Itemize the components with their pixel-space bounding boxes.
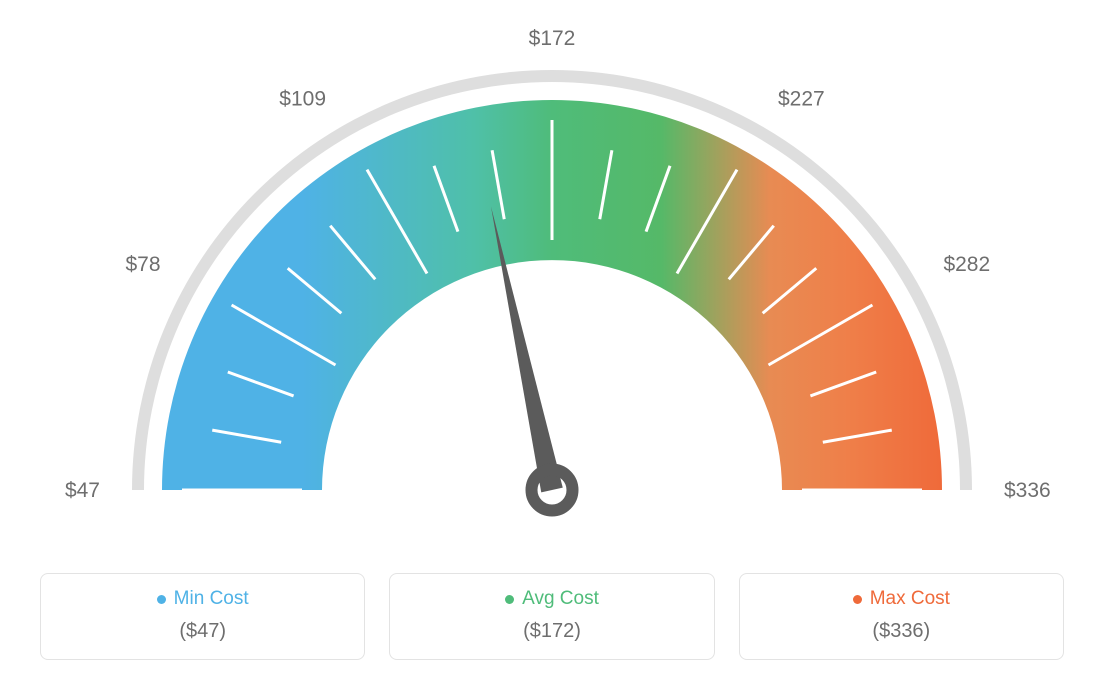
- svg-text:$172: $172: [529, 27, 576, 50]
- legend-card-avg: Avg Cost ($172): [389, 573, 714, 660]
- svg-text:$47: $47: [65, 479, 100, 502]
- legend-value-avg: ($172): [400, 620, 703, 643]
- svg-text:$282: $282: [943, 253, 990, 276]
- legend-value-min: ($47): [51, 620, 354, 643]
- svg-text:$336: $336: [1004, 479, 1051, 502]
- legend-card-max: Max Cost ($336): [739, 573, 1064, 660]
- svg-text:$227: $227: [778, 88, 825, 111]
- legend-dot-min: [157, 595, 166, 604]
- legend-dot-max: [853, 595, 862, 604]
- legend-label-max: Max Cost: [870, 588, 950, 610]
- legend-value-max: ($336): [750, 620, 1053, 643]
- legend-dot-avg: [505, 595, 514, 604]
- cost-gauge: $47 $78 $109 $172 $227 $282 $336: [0, 0, 1104, 560]
- legend-label-avg: Avg Cost: [522, 588, 599, 610]
- svg-text:$109: $109: [279, 88, 326, 111]
- legend-label-min: Min Cost: [174, 588, 249, 610]
- svg-text:$78: $78: [126, 253, 161, 276]
- legend-card-min: Min Cost ($47): [40, 573, 365, 660]
- legend-row: Min Cost ($47) Avg Cost ($172) Max Cost …: [40, 573, 1064, 660]
